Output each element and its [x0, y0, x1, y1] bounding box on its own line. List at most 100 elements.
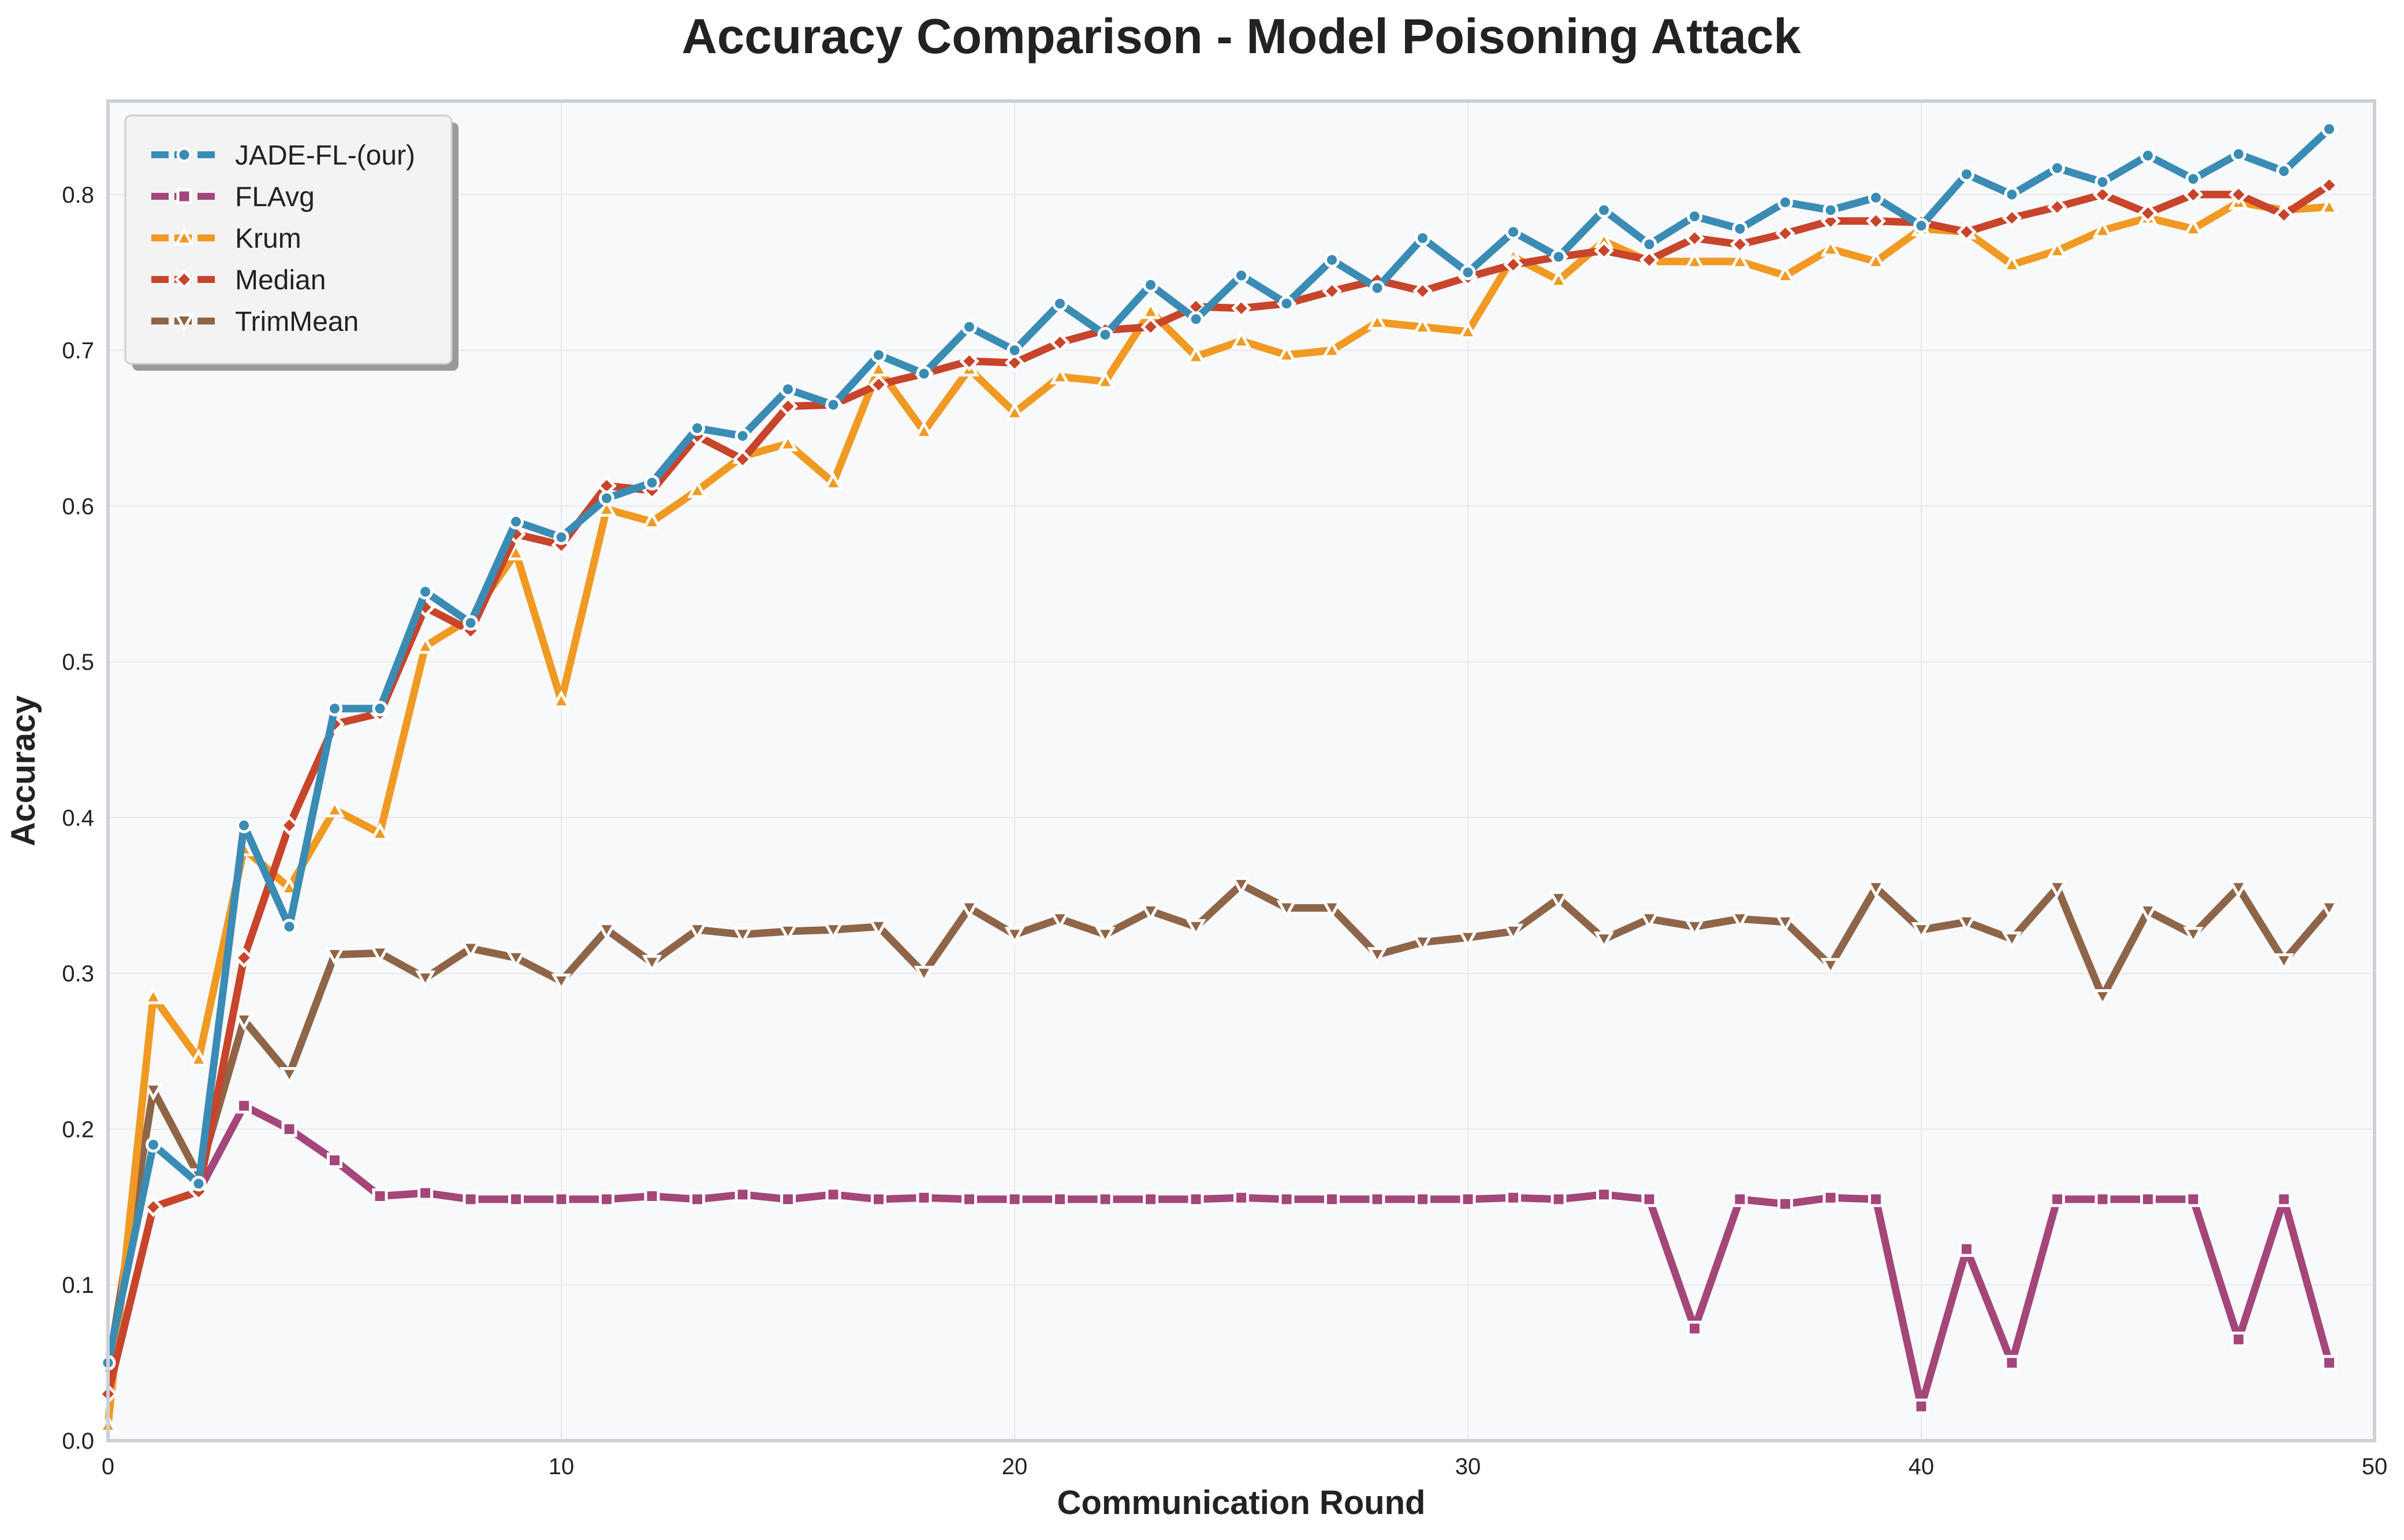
data-point — [2319, 900, 2339, 919]
data-point — [236, 817, 252, 833]
data-point — [780, 381, 796, 397]
data-point — [2183, 927, 2204, 945]
data-point — [1684, 228, 1705, 248]
data-point — [327, 1152, 342, 1168]
data-point — [234, 948, 254, 968]
data-point — [2183, 218, 2204, 237]
legend-item: Krum — [151, 223, 301, 254]
data-point — [2273, 204, 2294, 225]
data-point — [281, 1121, 297, 1137]
data-point — [1775, 264, 1795, 284]
data-point — [599, 490, 614, 506]
data-point — [2183, 184, 2204, 205]
data-point — [1775, 914, 1795, 933]
x-tick-label: 0 — [102, 1454, 114, 1479]
series-line — [104, 125, 2333, 1367]
data-point — [1095, 927, 1116, 945]
data-point — [1959, 166, 1974, 182]
data-point — [2092, 989, 2113, 1008]
data-point — [281, 919, 297, 935]
data-point — [1551, 1191, 1567, 1207]
data-point — [1548, 269, 1569, 288]
legend-label: JADE-FL-(our) — [235, 140, 415, 171]
data-point — [916, 1190, 932, 1206]
data-point — [1324, 1191, 1340, 1207]
data-point — [1322, 281, 1342, 301]
data-point — [597, 922, 617, 941]
x-tick-label: 30 — [1455, 1454, 1481, 1479]
y-tick-label: 0.6 — [62, 494, 94, 519]
data-point — [1369, 280, 1385, 296]
data-point — [418, 584, 433, 600]
data-point — [1050, 366, 1070, 385]
data-point — [1866, 251, 1886, 269]
data-point — [2321, 121, 2337, 137]
data-point — [597, 498, 617, 517]
legend-label: Krum — [235, 223, 301, 254]
data-point — [687, 480, 707, 498]
legend-label: FLAvg — [235, 182, 315, 212]
data-point — [2140, 147, 2156, 163]
data-point — [2185, 171, 2201, 187]
data-point — [825, 397, 841, 413]
data-point — [460, 941, 481, 959]
data-point — [415, 635, 435, 654]
data-point — [642, 954, 662, 974]
data-point — [2276, 163, 2292, 179]
legend-item: TrimMean — [151, 307, 359, 337]
data-point — [1143, 1191, 1158, 1207]
data-point — [644, 1188, 660, 1204]
data-point — [1732, 221, 1748, 237]
data-point — [2138, 903, 2158, 922]
data-point — [1868, 1191, 1884, 1207]
data-point — [2047, 880, 2067, 898]
data-point — [778, 433, 798, 452]
data-point — [1775, 223, 1795, 244]
legend-label: TrimMean — [235, 307, 359, 337]
x-tick-label: 10 — [549, 1454, 575, 1479]
y-tick-label: 0.0 — [62, 1429, 94, 1454]
data-point — [1007, 1191, 1023, 1207]
legend-item: JADE-FL-(our) — [151, 140, 415, 171]
data-point — [1052, 1191, 1068, 1207]
data-point — [1956, 914, 1977, 933]
data-point — [1050, 911, 1070, 930]
data-point — [279, 1067, 300, 1086]
data-point — [234, 1012, 254, 1031]
data-point — [2094, 1191, 2111, 1207]
data-point — [1594, 240, 1614, 261]
chart-title: Accuracy Comparison - Model Poisoning At… — [681, 9, 1801, 64]
data-point — [1231, 877, 1251, 896]
data-point — [1276, 900, 1297, 919]
data-point — [1730, 911, 1750, 930]
data-point — [1684, 251, 1705, 269]
x-tick-label: 50 — [2362, 1454, 2388, 1479]
data-point — [961, 1191, 977, 1207]
data-point — [959, 351, 979, 371]
data-point — [1548, 891, 1569, 909]
legend-marker — [176, 147, 192, 163]
data-point — [146, 1136, 161, 1153]
data-point — [327, 700, 342, 717]
x-tick-label: 40 — [1909, 1454, 1935, 1479]
data-point — [2228, 880, 2249, 898]
data-point — [1231, 298, 1251, 319]
data-point — [325, 947, 345, 965]
data-point — [959, 900, 979, 919]
data-point — [1687, 1321, 1702, 1337]
data-point — [1143, 277, 1158, 293]
data-point — [1004, 352, 1025, 373]
data-point — [1641, 236, 1657, 252]
legend: JADE-FL-(our) FLAvg Krum Median TrimMean — [124, 114, 459, 371]
data-point — [869, 374, 889, 395]
data-point — [1866, 880, 1886, 898]
data-point — [871, 1191, 886, 1207]
data-point — [325, 799, 345, 818]
series-jade-fl-our — [100, 121, 2337, 1371]
x-axis-label: Communication Round — [1057, 1484, 1426, 1522]
data-point — [1276, 344, 1297, 363]
data-point — [1596, 1187, 1612, 1203]
y-tick-label: 0.8 — [62, 182, 94, 208]
data-point — [823, 472, 844, 490]
